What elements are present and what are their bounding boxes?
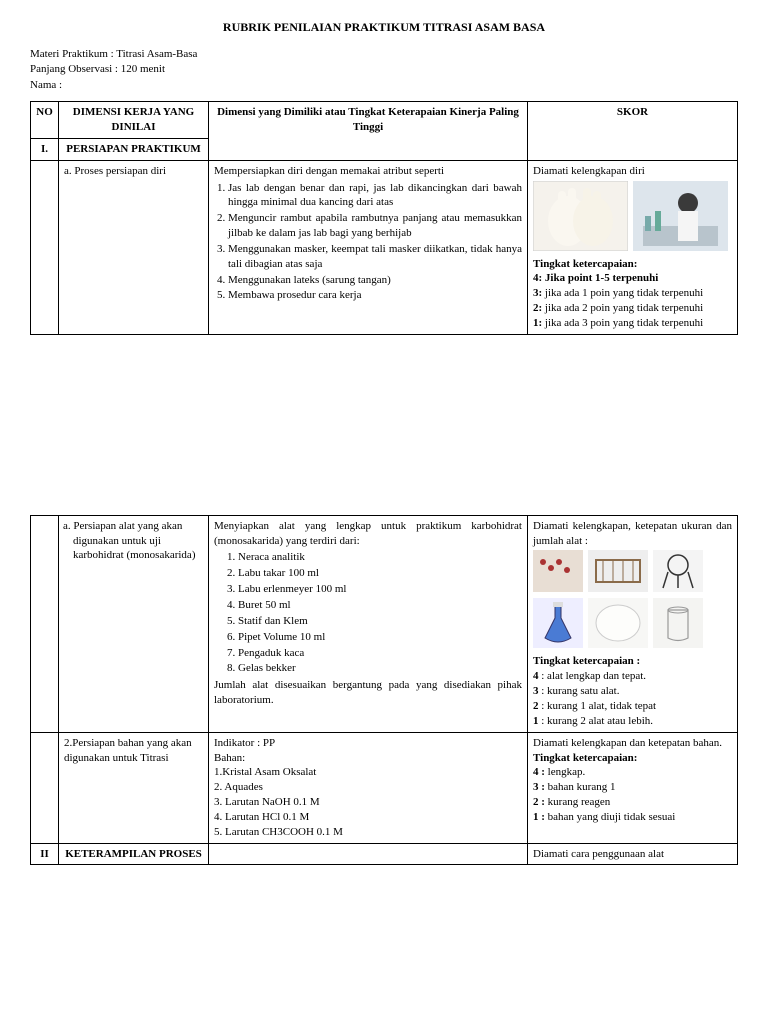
list-item: Labu erlenmeyer 100 ml bbox=[238, 582, 522, 597]
score-line: 2 : kurang reagen bbox=[533, 795, 732, 810]
skor-persiapan-bahan: Diamati kelengkapan dan ketepatan bahan.… bbox=[528, 732, 738, 843]
tk-label-b: Tingkat ketercapaian : bbox=[533, 654, 732, 669]
section2-row: II KETERAMPILAN PROSES Diamati cara peng… bbox=[31, 843, 738, 865]
th-no: NO bbox=[31, 102, 59, 139]
page-gap bbox=[30, 335, 738, 515]
dim-persiapan-diri: a. Proses persiapan diri bbox=[59, 160, 209, 334]
stand-icon bbox=[653, 550, 703, 592]
list-a: Jas lab dengan benar dan rapi, jas lab d… bbox=[228, 181, 522, 304]
skor-head-c: Diamati kelengkapan dan ketepatan bahan. bbox=[533, 736, 732, 751]
dim-persiapan-bahan: 2.Persiapan bahan yang akan digunakan un… bbox=[59, 732, 209, 843]
list-item: Gelas bekker bbox=[238, 661, 522, 676]
sec1-title: PERSIAPAN PRAKTIKUM bbox=[59, 138, 209, 160]
th-dim: DIMENSI KERJA YANG DINILAI bbox=[59, 102, 209, 139]
sec1-no: I. bbox=[31, 138, 59, 160]
row-persiapan-bahan: 2.Persiapan bahan yang akan digunakan un… bbox=[31, 732, 738, 843]
list-b: Neraca analitik Labu takar 100 ml Labu e… bbox=[238, 550, 522, 676]
row-persiapan-alat: a. Persiapan alat yang akan digunakan un… bbox=[31, 515, 738, 732]
list-item: Menguncir rambut apabila rambutnya panja… bbox=[228, 211, 522, 241]
desc-persiapan-diri: Mempersiapkan diri dengan memakai atribu… bbox=[209, 160, 528, 334]
sec2-no: II bbox=[31, 843, 59, 865]
page-title: RUBRIK PENILAIAN PRAKTIKUM TITRASI ASAM … bbox=[30, 20, 738, 35]
equipment-icon bbox=[533, 550, 583, 592]
list-item: Labu takar 100 ml bbox=[238, 566, 522, 581]
score-line: 3 : kurang satu alat. bbox=[533, 684, 732, 699]
score-line: 4: Jika point 1-5 terpenuhi bbox=[533, 271, 732, 286]
intro-c1: Indikator : PP bbox=[214, 736, 522, 751]
skor-head-b: Diamati kelengkapan, ketepatan ukuran da… bbox=[533, 519, 732, 549]
sec2-skor: Diamati cara penggunaan alat bbox=[528, 843, 738, 865]
skor-persiapan-diri: Diamati kelengkapan diri Tingkat keterca… bbox=[528, 160, 738, 334]
th-skor: SKOR bbox=[528, 102, 738, 161]
list-item: Menggunakan lateks (sarung tangan) bbox=[228, 273, 522, 288]
flask-icon bbox=[533, 598, 583, 648]
list-item: Neraca analitik bbox=[238, 550, 522, 565]
list-item: Statif dan Klem bbox=[238, 614, 522, 629]
list-item: Buret 50 ml bbox=[238, 598, 522, 613]
rubric-table: NO DIMENSI KERJA YANG DINILAI Dimensi ya… bbox=[30, 101, 738, 335]
table-header-row: NO DIMENSI KERJA YANG DINILAI Dimensi ya… bbox=[31, 102, 738, 139]
intro-c2: Bahan: bbox=[214, 751, 522, 766]
intro-b: Menyiapkan alat yang lengkap untuk prakt… bbox=[214, 519, 522, 549]
skor-head-a: Diamati kelengkapan diri bbox=[533, 164, 732, 179]
row-persiapan-diri: a. Proses persiapan diri Mempersiapkan d… bbox=[31, 160, 738, 334]
dim-persiapan-alat: a. Persiapan alat yang akan digunakan un… bbox=[59, 515, 209, 732]
intro-a: Mempersiapkan diri dengan memakai atribu… bbox=[214, 164, 522, 179]
score-line: 3 : bahan kurang 1 bbox=[533, 780, 732, 795]
item-c: 4. Larutan HCl 0.1 M bbox=[214, 810, 522, 825]
th-desc: Dimensi yang Dimiliki atau Tingkat Keter… bbox=[209, 102, 528, 161]
lab-person-icon bbox=[633, 181, 728, 251]
desc-persiapan-alat: Menyiapkan alat yang lengkap untuk prakt… bbox=[209, 515, 528, 732]
outro-b: Jumlah alat disesuaikan bergantung pada … bbox=[214, 678, 522, 708]
list-item: Pipet Volume 10 ml bbox=[238, 630, 522, 645]
rack-icon bbox=[588, 550, 648, 592]
score-line: 2 : kurang 1 alat, tidak tepat bbox=[533, 699, 732, 714]
meta-nama: Nama : bbox=[30, 78, 738, 93]
desc-persiapan-bahan: Indikator : PP Bahan: 1.Kristal Asam Oks… bbox=[209, 732, 528, 843]
meta-materi: Materi Praktikum : Titrasi Asam-Basa bbox=[30, 47, 738, 62]
score-line: 2: jika ada 2 poin yang tidak terpenuhi bbox=[533, 301, 732, 316]
score-line: 1 : bahan yang diuji tidak sesuai bbox=[533, 810, 732, 825]
beaker-icon bbox=[653, 598, 703, 648]
item-c: 1.Kristal Asam Oksalat bbox=[214, 765, 522, 780]
rubric-table-2: a. Persiapan alat yang akan digunakan un… bbox=[30, 515, 738, 866]
list-item: Membawa prosedur cara kerja bbox=[228, 288, 522, 303]
meta-block: Materi Praktikum : Titrasi Asam-Basa Pan… bbox=[30, 47, 738, 93]
score-line: 1: jika ada 3 poin yang tidak terpenuhi bbox=[533, 316, 732, 331]
item-c: 2. Aquades bbox=[214, 780, 522, 795]
tk-label-a: Tingkat ketercapaian: bbox=[533, 257, 732, 272]
tk-label-c: Tingkat ketercapaian: bbox=[533, 751, 732, 766]
meta-observasi: Panjang Observasi : 120 menit bbox=[30, 62, 738, 77]
dish-icon bbox=[588, 598, 648, 648]
gloves-icon bbox=[533, 181, 628, 251]
item-c: 3. Larutan NaOH 0.1 M bbox=[214, 795, 522, 810]
score-line: 4 : alat lengkap dan tepat. bbox=[533, 669, 732, 684]
item-c: 5. Larutan CH3COOH 0.1 M bbox=[214, 825, 522, 840]
skor-persiapan-alat: Diamati kelengkapan, ketepatan ukuran da… bbox=[528, 515, 738, 732]
score-line: 1 : kurang 2 alat atau lebih. bbox=[533, 714, 732, 729]
score-line: 3: jika ada 1 poin yang tidak terpenuhi bbox=[533, 286, 732, 301]
list-item: Jas lab dengan benar dan rapi, jas lab d… bbox=[228, 181, 522, 211]
list-item: Menggunakan masker, keempat tali masker … bbox=[228, 242, 522, 272]
list-item: Pengaduk kaca bbox=[238, 646, 522, 661]
score-line: 4 : lengkap. bbox=[533, 765, 732, 780]
sec2-title: KETERAMPILAN PROSES bbox=[59, 843, 209, 865]
